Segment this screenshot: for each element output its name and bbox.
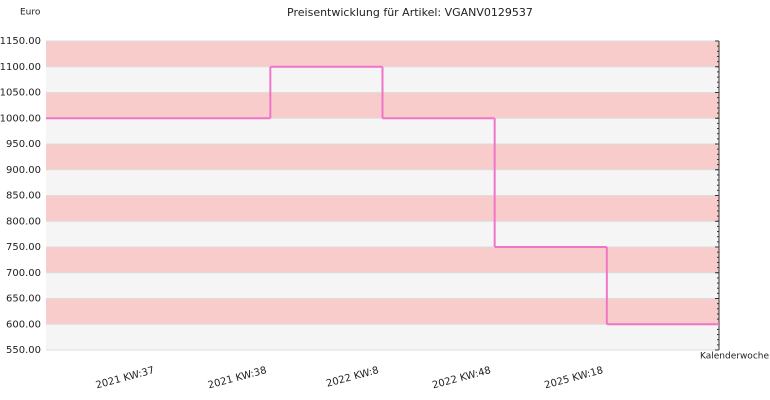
y-tick-label: 950.00 xyxy=(6,139,41,150)
y-tick-label: 850.00 xyxy=(6,191,41,202)
y-tick-label: 600.00 xyxy=(6,319,41,330)
band xyxy=(46,144,719,170)
x-tick-label: 2021 KW:37 xyxy=(95,365,156,391)
y-tick-label: 1100.00 xyxy=(0,62,41,73)
y-axis-label: Euro xyxy=(20,8,41,18)
band xyxy=(46,298,719,325)
band xyxy=(46,118,719,144)
x-axis-label: Kalenderwoche xyxy=(700,352,769,362)
y-tick-label: 800.00 xyxy=(6,216,41,227)
x-tick-label: 2022 KW:48 xyxy=(431,365,492,391)
x-tick-label: 2021 KW:38 xyxy=(207,365,268,391)
y-tick-label: 1050.00 xyxy=(0,88,41,99)
band xyxy=(46,169,719,196)
band xyxy=(46,324,719,350)
y-tick-label: 750.00 xyxy=(6,242,41,253)
y-tick-label: 700.00 xyxy=(6,268,41,279)
y-tick-label: 1000.00 xyxy=(0,113,41,124)
chart-title: Preisentwicklung für Artikel: VGANV01295… xyxy=(287,6,533,19)
y-tick-label: 550.00 xyxy=(6,345,41,356)
y-tick-label: 900.00 xyxy=(6,165,41,176)
y-tick-label: 1150.00 xyxy=(0,36,41,47)
band xyxy=(46,221,719,247)
band xyxy=(46,41,719,67)
x-tick-label: 2022 KW:8 xyxy=(325,365,380,390)
band xyxy=(46,195,719,222)
x-tick-label: 2025 KW:18 xyxy=(543,365,604,391)
band xyxy=(46,247,719,273)
y-tick-label: 650.00 xyxy=(6,294,41,305)
band xyxy=(46,272,719,299)
